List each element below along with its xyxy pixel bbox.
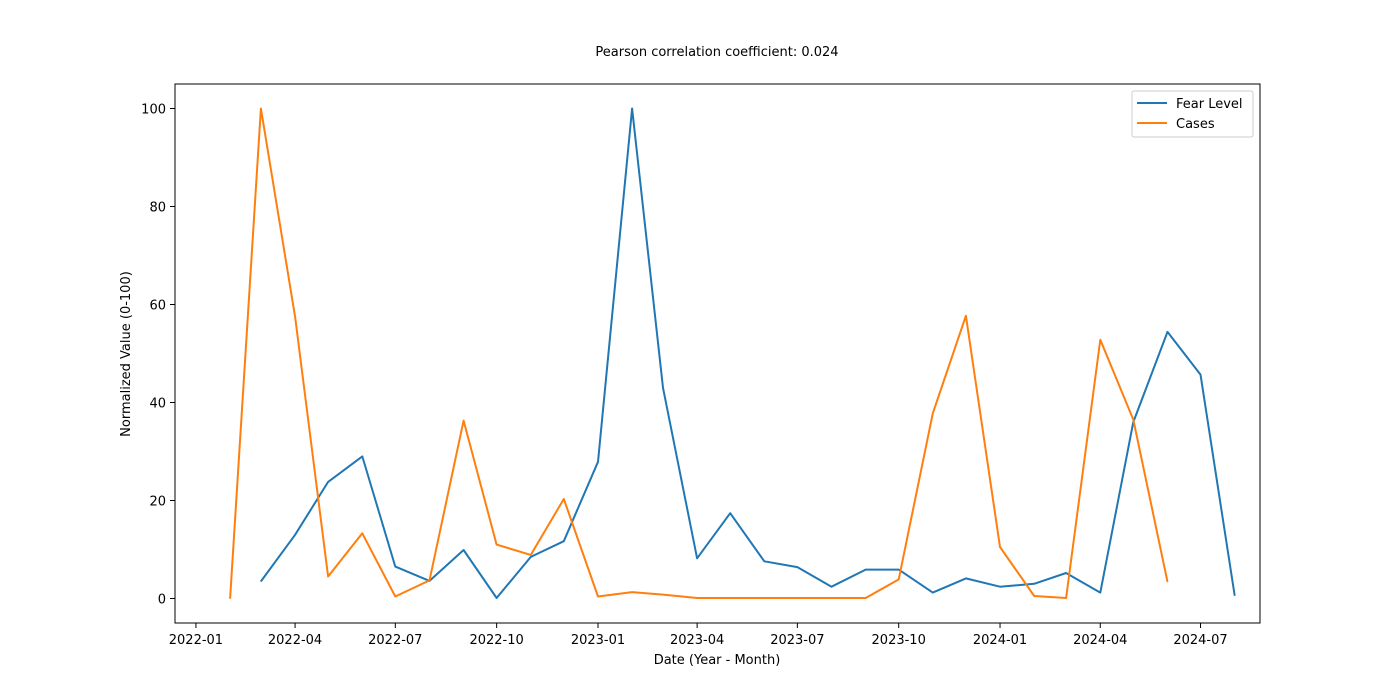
y-tick-label: 100 [141,103,166,118]
data-point-fear-level [563,540,565,542]
data-point-fear-level [394,566,396,568]
data-point-fear-level [597,461,599,463]
legend-label-cases: Cases [1176,117,1215,132]
data-point-fear-level [1166,331,1168,333]
data-point-fear-level [696,557,698,559]
plot-area [174,83,1261,624]
data-point-cases [763,597,765,599]
y-tick-label: 40 [149,397,166,412]
data-point-cases [327,575,329,577]
data-point-fear-level [965,577,967,579]
y-axis: 0 20 40 60 80 100 [141,103,175,608]
data-point-cases [696,597,698,599]
data-point-fear-level [260,580,262,582]
x-tick-label: 2024-04 [1073,633,1127,648]
y-tick-label: 0 [158,593,166,608]
data-point-cases [1166,581,1168,583]
x-tick-label: 2023-04 [670,633,724,648]
x-tick-label: 2022-01 [169,633,223,648]
x-tick-label: 2023-07 [770,633,824,648]
data-point-cases [428,579,430,581]
x-tick-label: 2024-07 [1173,633,1227,648]
data-point-cases [631,591,633,593]
data-point-fear-level [831,586,833,588]
data-point-fear-level [865,569,867,571]
data-point-cases [932,412,934,414]
y-tick-label: 20 [149,495,166,510]
data-point-cases [729,597,731,599]
data-point-cases [1033,595,1035,597]
data-point-fear-level [898,569,900,571]
series-line-fear-level [260,107,1236,599]
data-point-cases [463,420,465,422]
x-axis-title: Date (Year - Month) [654,653,781,668]
data-point-fear-level [327,481,329,483]
data-point-fear-level [932,592,934,594]
series-layer [229,107,1236,599]
data-point-cases [898,578,900,580]
x-tick-label: 2022-10 [469,633,523,648]
series-line-cases [229,107,1169,599]
x-tick-label: 2022-04 [268,633,322,648]
data-point-fear-level [796,566,798,568]
data-point-cases [394,596,396,598]
data-point-fear-level [631,108,633,109]
data-point-cases [597,596,599,598]
data-point-cases [260,108,262,109]
data-point-fear-level [729,512,731,514]
data-point-cases [796,597,798,599]
x-tick-label: 2023-10 [872,633,926,648]
y-tick-label: 80 [149,201,166,216]
chart-title: Pearson correlation coefficient: 0.024 [595,45,838,60]
data-point-cases [229,598,231,599]
x-tick-label: 2023-01 [571,633,625,648]
data-point-cases [496,544,498,546]
data-point-cases [965,315,967,317]
data-point-cases [563,498,565,500]
legend-label-fear-level: Fear Level [1176,97,1243,112]
data-point-cases [662,594,664,596]
data-point-fear-level [463,549,465,551]
data-point-fear-level [1200,374,1202,376]
data-point-cases [361,532,363,534]
y-tick-label: 60 [149,299,166,314]
data-point-fear-level [999,586,1001,588]
data-point-fear-level [530,556,532,558]
data-point-cases [831,597,833,599]
data-point-fear-level [1033,583,1035,585]
data-point-fear-level [1234,595,1236,597]
data-point-cases [999,546,1001,548]
data-point-fear-level [1065,572,1067,574]
data-point-cases [1099,339,1101,341]
data-point-fear-level [763,560,765,562]
data-point-cases [294,316,296,318]
x-axis: 2022-01 2022-04 2022-07 2022-10 2023-01 2023-… [169,623,1228,648]
data-point-cases [1132,419,1134,421]
data-point-fear-level [496,597,498,599]
y-axis-title: Normalized Value (0-100) [119,271,134,437]
data-point-cases [865,597,867,599]
data-point-fear-level [1099,592,1101,594]
data-point-cases [530,554,532,556]
data-point-cases [1065,597,1067,599]
data-point-fear-level [361,455,363,457]
data-point-fear-level [294,534,296,536]
x-tick-label: 2022-07 [368,633,422,648]
x-tick-label: 2024-01 [973,633,1027,648]
legend: Fear Level Cases [1131,90,1254,138]
data-point-fear-level [662,387,664,389]
